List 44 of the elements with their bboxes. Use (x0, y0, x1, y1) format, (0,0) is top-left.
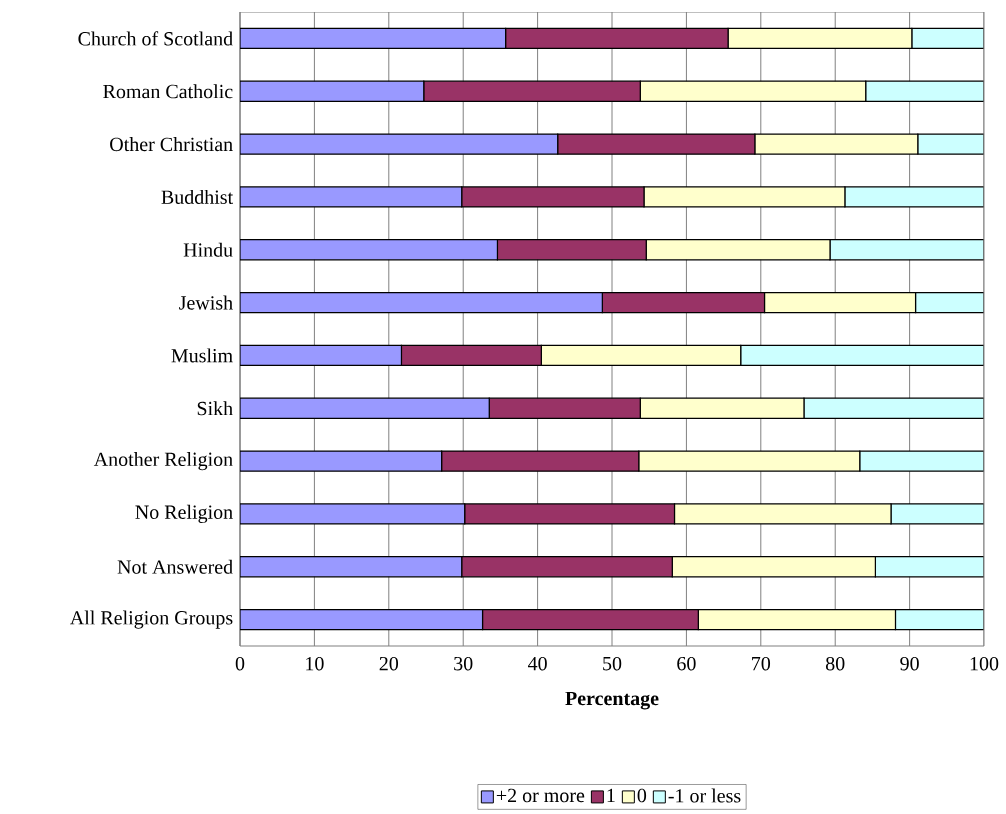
legend-label: 0 (637, 788, 647, 803)
y-tick-label: No Religion (135, 504, 233, 524)
y-tick-label: Muslim (171, 348, 233, 363)
legend-label: +2 or more (496, 788, 585, 803)
bar (894, 608, 985, 631)
legend-label: -1 or less (668, 788, 741, 803)
x-tick-label: 70 (752, 656, 771, 671)
bar (240, 291, 603, 314)
x-axis-title: Percentage (565, 691, 659, 710)
y-tick-label: Sikh (197, 401, 233, 416)
x-tick-label: 80 (825, 656, 845, 671)
x-tick-label: 60 (677, 656, 696, 671)
bar (240, 556, 463, 578)
bar (911, 27, 985, 50)
x-tick-label: 100 (970, 656, 999, 671)
y-tick-label: Jewish (179, 295, 233, 310)
x-tick-label: 90 (900, 656, 919, 671)
bar (874, 556, 985, 578)
x-tick-label: 40 (528, 656, 547, 671)
bar (240, 344, 403, 367)
bar (240, 397, 490, 419)
y-tick-label: Roman Catholic (103, 84, 233, 99)
y-tick-label: Hindu (183, 242, 233, 257)
legend-label: 1 (607, 788, 615, 803)
x-tick-label: 10 (306, 656, 324, 671)
x-tick-label: 0 (235, 656, 245, 671)
y-tick-label: Buddhist (161, 189, 234, 204)
bar (803, 397, 985, 419)
x-tick-label: 30 (454, 656, 473, 671)
bar (240, 608, 484, 631)
y-tick-label: Other Christian (110, 137, 233, 152)
y-tick-label: Not Answered (117, 559, 233, 574)
y-tick-label: All Religion Groups (70, 610, 233, 629)
bar (240, 27, 507, 50)
bar (914, 291, 985, 314)
bar (240, 239, 499, 261)
bar (240, 80, 425, 102)
bar (829, 239, 985, 261)
x-tick-label: 20 (379, 656, 399, 671)
bar (740, 344, 985, 367)
y-tick-label: Church of Scotland (78, 31, 233, 46)
x-tick-label: 50 (603, 656, 622, 671)
y-tick-label: Another Religion (93, 451, 233, 471)
bar (865, 80, 985, 102)
